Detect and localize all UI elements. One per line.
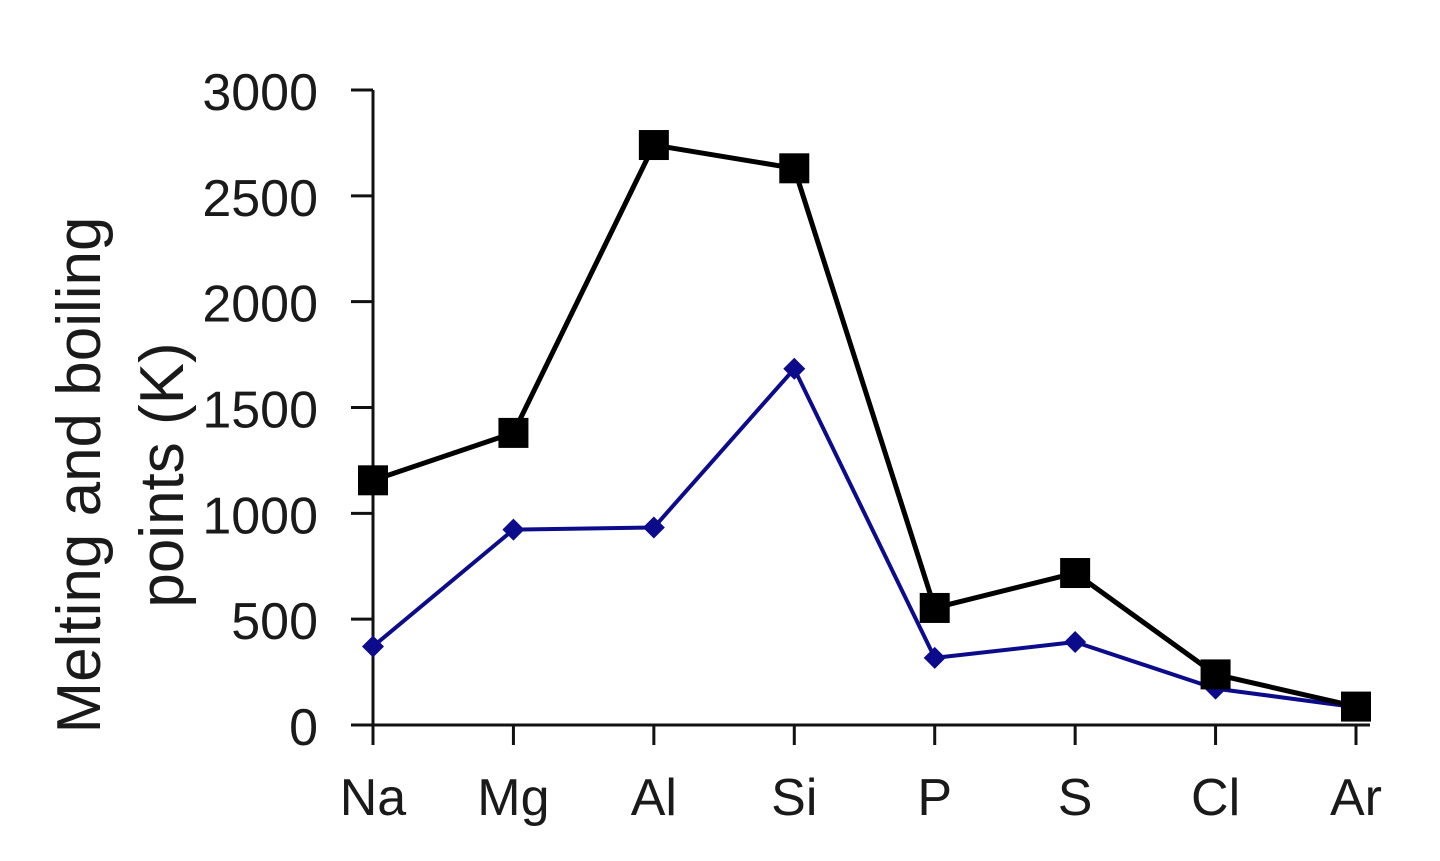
y-tick-label: 1500 bbox=[202, 382, 318, 440]
series-line bbox=[371, 366, 1357, 710]
data-point-square bbox=[498, 417, 529, 448]
data-point-diamond bbox=[642, 516, 665, 539]
data-point-square bbox=[1200, 659, 1231, 690]
x-tick-label: P bbox=[917, 769, 952, 827]
x-tick-label: Mg bbox=[477, 769, 549, 827]
data-point-diamond bbox=[923, 646, 946, 669]
y-axis-title-line-2: points (K) bbox=[128, 342, 197, 607]
y-tick-label: 3000 bbox=[202, 64, 318, 122]
y-tick-label: 0 bbox=[289, 699, 318, 757]
data-point-diamond bbox=[502, 518, 525, 541]
axes bbox=[351, 88, 1370, 745]
data-point-square bbox=[638, 130, 669, 161]
data-point-square bbox=[1060, 558, 1091, 589]
y-axis-title-line-1: Melting and boiling bbox=[45, 216, 114, 733]
y-tick-label: 500 bbox=[231, 593, 318, 651]
x-tick-label: Ar bbox=[1330, 769, 1382, 827]
data-point-diamond bbox=[1064, 631, 1087, 654]
series-square bbox=[358, 130, 1371, 722]
data-point-square bbox=[779, 153, 810, 184]
data-point-square bbox=[1341, 691, 1371, 722]
y-axis-title: Melting and boiling points (K) bbox=[45, 216, 197, 733]
x-tick-label: Si bbox=[771, 769, 817, 827]
y-tick-label: 1000 bbox=[202, 487, 318, 545]
x-tick-label: Cl bbox=[1191, 769, 1240, 827]
y-tick-label: 2000 bbox=[202, 276, 318, 334]
data-point-square bbox=[358, 465, 388, 496]
data-point-square bbox=[919, 592, 950, 623]
x-tick-labels: Na Mg Al Si P S Cl Ar bbox=[340, 769, 1382, 827]
data-point-diamond bbox=[783, 357, 806, 380]
x-tick-label: S bbox=[1058, 769, 1093, 827]
data-point-diamond bbox=[362, 635, 384, 658]
y-tick-labels: 0 500 1000 1500 2000 2500 3000 bbox=[202, 64, 318, 757]
x-tick-label: Na bbox=[340, 769, 407, 827]
x-tick-label: Al bbox=[631, 769, 677, 827]
y-tick-label: 2500 bbox=[202, 170, 318, 228]
series-layer bbox=[358, 130, 1371, 722]
series-line bbox=[372, 142, 1357, 710]
